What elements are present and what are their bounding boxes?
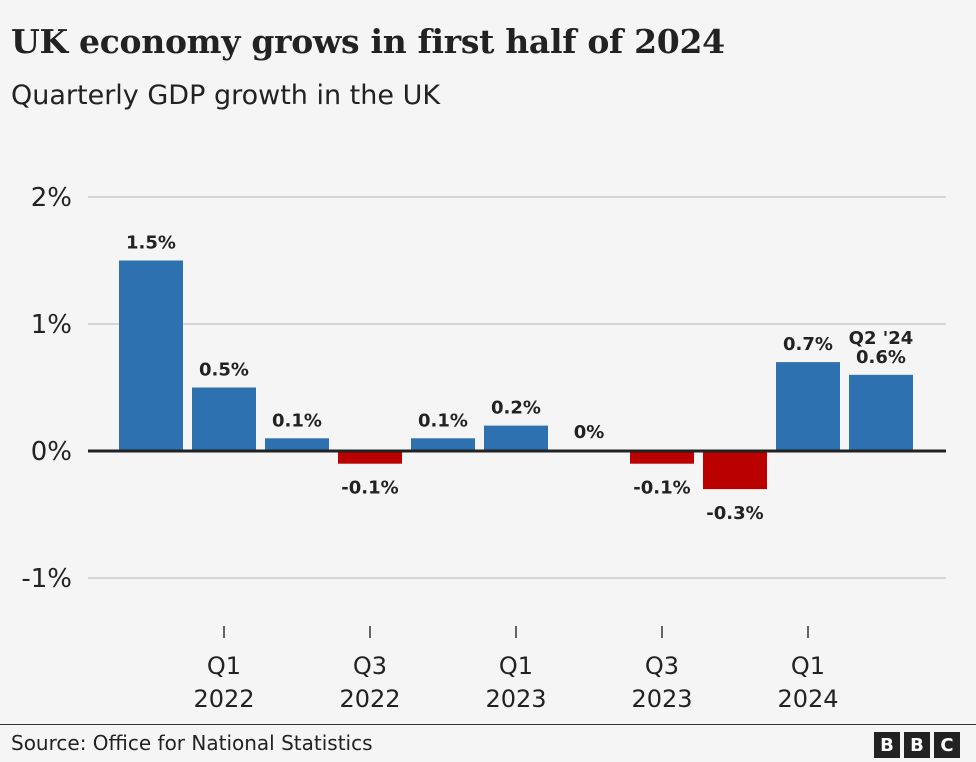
data-label: 0.6% [856, 347, 906, 368]
y-tick-label: 1% [31, 310, 72, 340]
data-label: 0.1% [272, 410, 322, 431]
bar [849, 374, 913, 451]
x-tick-label: Q1 [207, 652, 241, 680]
y-tick-label: 0% [31, 437, 72, 467]
bar [192, 387, 256, 451]
data-label: 0.5% [199, 360, 249, 381]
bar [338, 451, 402, 464]
x-tick-label: Q1 [499, 652, 533, 680]
x-tick-label: 2023 [631, 685, 692, 713]
y-tick-label: 2% [31, 183, 72, 213]
chart-subtitle: Quarterly GDP growth in the UK [11, 80, 441, 111]
bar [703, 451, 767, 490]
data-label: 0.7% [783, 334, 833, 355]
data-label: -0.3% [706, 503, 763, 524]
bbc-logo-block: C [934, 732, 960, 758]
data-label: -0.1% [633, 478, 690, 499]
data-label: 0.1% [418, 410, 468, 431]
data-label: -0.1% [341, 478, 398, 499]
x-tick-label: 2023 [485, 685, 546, 713]
data-label: 1.5% [126, 233, 176, 254]
x-tick-label: Q3 [353, 652, 387, 680]
chart-title: UK economy grows in first half of 2024 [11, 22, 725, 61]
y-tick-label: -1% [21, 564, 72, 594]
data-label: 0% [574, 422, 605, 443]
x-tick-label: 2022 [339, 685, 400, 713]
footer-divider [0, 724, 976, 725]
bar [484, 425, 548, 451]
annotation-label: Q2 '24 [849, 328, 914, 349]
x-tick-label: Q1 [791, 652, 825, 680]
bbc-logo-block: B [904, 732, 930, 758]
x-tick-label: 2024 [777, 685, 838, 713]
x-tick-label: Q3 [645, 652, 679, 680]
bbc-logo: B B C [874, 732, 960, 758]
source-note: Source: Office for National Statistics [11, 731, 373, 755]
bar-chart: 2% 1% 0% -1% 1.5% 0.5% 0.1% -0.1% 0.1% 0.2% 0% -0.1… [21, 183, 946, 713]
bar [119, 260, 183, 451]
bar [776, 362, 840, 451]
bar [265, 438, 329, 451]
x-tick-label: 2022 [193, 685, 254, 713]
bar [411, 438, 475, 451]
bar [630, 451, 694, 464]
bbc-logo-block: B [874, 732, 900, 758]
data-label: 0.2% [491, 398, 541, 419]
